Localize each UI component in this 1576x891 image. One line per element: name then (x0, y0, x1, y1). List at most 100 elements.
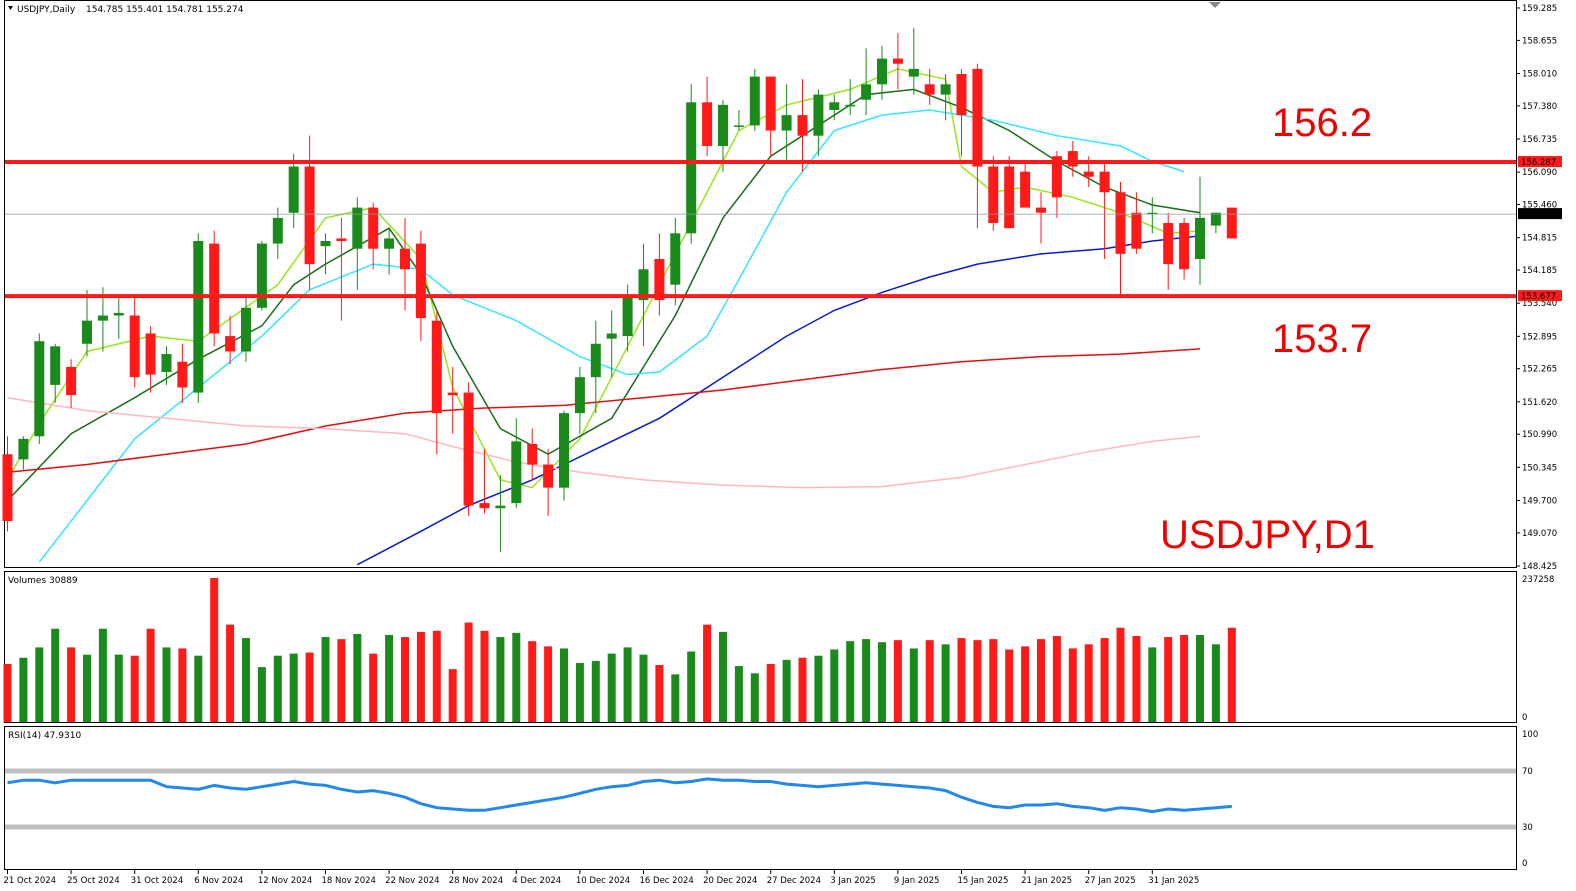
price-tag (1518, 156, 1562, 168)
candle-body (543, 464, 554, 488)
date-tick-label: 21 Jan 2025 (1021, 876, 1072, 886)
candle-body (1004, 166, 1015, 229)
date-axis-layer: 21 Oct 2024 25 Oct 2024 31 Oct 2024 6 Nov 2… (4, 870, 1199, 886)
volume-bar (67, 647, 76, 722)
resistance-label: 156.2 (1272, 101, 1372, 145)
date-tick-label: 22 Nov 2024 (385, 876, 439, 886)
volume-bar (623, 647, 632, 722)
volume-bar (146, 628, 155, 722)
volume-panel-label: Volumes 30889 (8, 576, 78, 586)
candle-body (145, 333, 156, 375)
candle-body (18, 438, 29, 460)
price-tick-label: 149.700 (1522, 496, 1557, 506)
candle-body (1179, 223, 1190, 270)
candle-body (368, 207, 379, 249)
date-tick-label: 27 Dec 2024 (767, 876, 821, 886)
symbol-menu-icon[interactable] (8, 6, 13, 10)
volume-bar (257, 667, 266, 722)
price-panel-frame (4, 0, 1517, 568)
candle-body (892, 58, 903, 64)
candle-body (34, 341, 45, 437)
volume-bar (671, 674, 680, 722)
volume-bar (1180, 634, 1189, 722)
volume-bar (1084, 644, 1093, 722)
candle-body (1163, 223, 1174, 265)
candle-body (495, 505, 506, 509)
volume-bar (3, 663, 12, 722)
volume-bar (464, 622, 473, 722)
candle-body (1020, 171, 1031, 208)
volume-bar (321, 637, 330, 722)
candle-body (559, 413, 569, 488)
date-tick-label: 9 Jan 2025 (894, 876, 940, 886)
volume-bar (782, 659, 791, 722)
volume-bar (878, 642, 886, 722)
date-tick-label: 28 Nov 2024 (449, 876, 503, 886)
candle-body (352, 207, 363, 249)
volume-bar (289, 653, 298, 722)
candle-body (1036, 207, 1046, 213)
date-tick-label: 31 Jan 2025 (1148, 876, 1199, 886)
candle-body (702, 102, 713, 146)
candle-body (606, 333, 617, 339)
candle-body (877, 58, 887, 85)
date-tick-label: 25 Oct 2024 (67, 876, 120, 886)
candle-body (129, 315, 140, 378)
volume-bar (432, 630, 441, 722)
rsi-tick-70: 70 (1522, 767, 1533, 777)
scroll-marker-icon[interactable] (1209, 2, 1221, 8)
date-tick-label: 12 Nov 2024 (258, 876, 312, 886)
volume-bar (273, 655, 282, 722)
volume-bar (639, 654, 648, 722)
volume-bar (226, 624, 235, 722)
volume-bar (544, 646, 553, 722)
volume-bar (798, 657, 807, 722)
volume-bar (130, 655, 139, 722)
volume-bar (210, 578, 219, 722)
date-tick-label: 31 Oct 2024 (131, 876, 184, 886)
rsi-line (7, 777, 1232, 814)
candle-body (718, 104, 728, 146)
volume-bar (1227, 627, 1236, 722)
candle-body (320, 241, 331, 247)
date-tick-label: 27 Jan 2025 (1085, 876, 1136, 886)
price-tick-label: 155.460 (1522, 201, 1557, 211)
candle-body (66, 366, 77, 396)
ohlc-readout: 154.785 155.401 154.781 155.274 (86, 5, 244, 15)
date-tick-label: 15 Jan 2025 (958, 876, 1009, 886)
candle-body (797, 115, 808, 136)
rsi-tick-0: 0 (1522, 859, 1527, 869)
price-tick-label: 154.815 (1522, 234, 1557, 244)
candle-body (1131, 212, 1142, 249)
volume-bar (909, 648, 918, 722)
volume-bar (1021, 646, 1030, 722)
volume-bar (178, 648, 187, 722)
volume-bar (1052, 636, 1061, 722)
volume-bar (766, 663, 775, 722)
candle-body (161, 354, 172, 373)
price-tick-label: 151.620 (1522, 398, 1557, 408)
volume-bar (401, 637, 409, 722)
candle-body (1083, 171, 1094, 177)
volume-bar (846, 641, 855, 722)
price-tick-label: 158.010 (1522, 70, 1557, 80)
price-tag (1518, 290, 1562, 302)
candle-body (447, 392, 458, 396)
date-tick-label: 6 Nov 2024 (194, 876, 243, 886)
candle-body (1210, 212, 1221, 226)
moving-average-line (7, 396, 1201, 489)
candle-body (527, 443, 538, 465)
price-tag-label: 153.677 (1521, 292, 1556, 302)
price-tick-label: 158.655 (1522, 36, 1557, 46)
candle-body (765, 76, 776, 131)
volume-bar (1196, 634, 1204, 722)
price-tag (1518, 208, 1562, 220)
candle-body (781, 115, 792, 131)
price-tick-label: 154.185 (1522, 266, 1557, 276)
candle-body (1115, 192, 1126, 254)
candle-body (670, 233, 681, 285)
candle-body (431, 320, 442, 414)
price-tick-label: 153.540 (1522, 299, 1557, 309)
candle-body (400, 248, 410, 270)
